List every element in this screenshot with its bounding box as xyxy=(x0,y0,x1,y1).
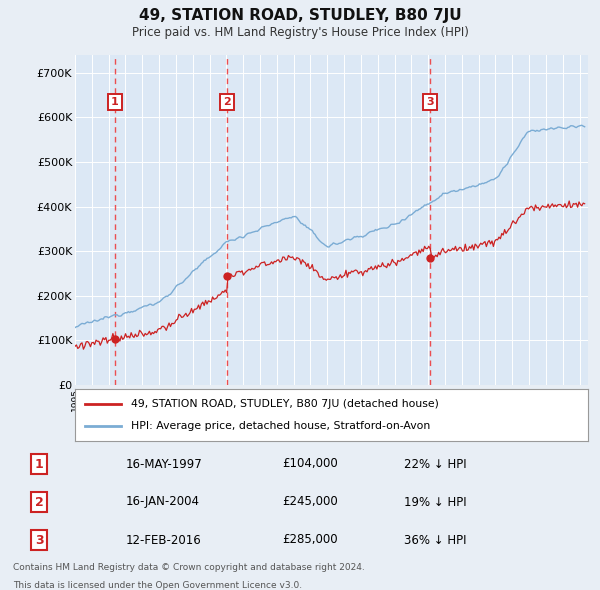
Text: HPI: Average price, detached house, Stratford-on-Avon: HPI: Average price, detached house, Stra… xyxy=(131,421,431,431)
Text: 22% ↓ HPI: 22% ↓ HPI xyxy=(404,457,467,470)
Text: £104,000: £104,000 xyxy=(283,457,338,470)
Text: This data is licensed under the Open Government Licence v3.0.: This data is licensed under the Open Gov… xyxy=(13,581,302,590)
Text: Price paid vs. HM Land Registry's House Price Index (HPI): Price paid vs. HM Land Registry's House … xyxy=(131,26,469,39)
Text: 36% ↓ HPI: 36% ↓ HPI xyxy=(404,533,467,546)
Text: 16-JAN-2004: 16-JAN-2004 xyxy=(126,496,200,509)
Text: 2: 2 xyxy=(223,97,231,107)
Text: 1: 1 xyxy=(35,457,43,470)
Text: 49, STATION ROAD, STUDLEY, B80 7JU (detached house): 49, STATION ROAD, STUDLEY, B80 7JU (deta… xyxy=(131,399,439,408)
Text: 12-FEB-2016: 12-FEB-2016 xyxy=(126,533,202,546)
Text: 3: 3 xyxy=(35,533,43,546)
Text: £245,000: £245,000 xyxy=(283,496,338,509)
Text: 19% ↓ HPI: 19% ↓ HPI xyxy=(404,496,467,509)
Text: Contains HM Land Registry data © Crown copyright and database right 2024.: Contains HM Land Registry data © Crown c… xyxy=(13,563,365,572)
Text: £285,000: £285,000 xyxy=(283,533,338,546)
Text: 2: 2 xyxy=(35,496,43,509)
Text: 1: 1 xyxy=(111,97,119,107)
Text: 16-MAY-1997: 16-MAY-1997 xyxy=(126,457,203,470)
Text: 49, STATION ROAD, STUDLEY, B80 7JU: 49, STATION ROAD, STUDLEY, B80 7JU xyxy=(139,8,461,23)
Text: 3: 3 xyxy=(427,97,434,107)
